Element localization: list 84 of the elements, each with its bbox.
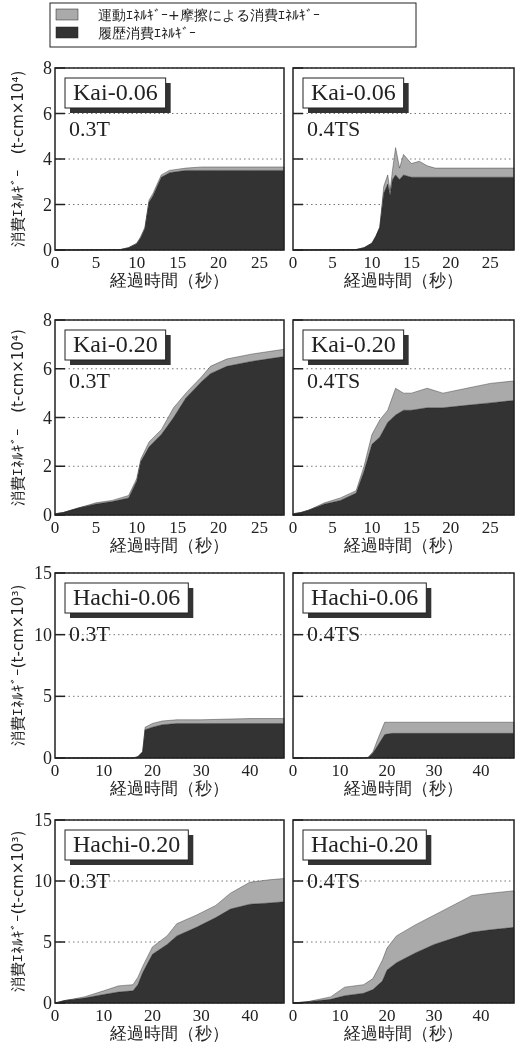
x-tick-label: 40 — [241, 761, 259, 780]
y-tick-label: 2 — [43, 194, 52, 215]
x-tick-label: 40 — [472, 1006, 490, 1025]
x-tick-label: 10 — [95, 761, 113, 780]
chart-title: Hachi-0.06 — [73, 584, 181, 610]
text: 0.4TS — [307, 621, 361, 646]
y-tick-label: 8 — [43, 58, 52, 78]
x-axis-title: 経過時間（秒） — [109, 535, 229, 555]
y-tick-label: 5 — [43, 932, 52, 952]
x-axis-title: 経過時間（秒） — [109, 270, 229, 290]
chart-title: Kai-0.20 — [73, 331, 158, 357]
chart-title: Hachi-0.20 — [311, 831, 419, 857]
x-tick-label: 0 — [288, 518, 298, 537]
y-tick-label: 2 — [43, 456, 52, 477]
x-tick-label: 30 — [425, 1006, 443, 1025]
y-tick-label: 10 — [34, 871, 52, 891]
x-axis-title: 経過時間（秒） — [343, 1023, 463, 1043]
x-tick-label: 5 — [91, 253, 101, 272]
x-tick-label: 5 — [328, 253, 337, 272]
x-axis-title: 経過時間（秒） — [343, 535, 463, 555]
y-tick-label: 4 — [43, 149, 52, 169]
chart-title: Kai-0.20 — [311, 331, 396, 357]
x-tick-label: 30 — [425, 761, 443, 780]
chart-title: Kai-0.06 — [73, 79, 158, 105]
x-tick-label: 20 — [442, 253, 460, 272]
x-tick-label: 30 — [192, 1006, 210, 1025]
x-tick-label: 10 — [331, 1006, 349, 1025]
x-tick-label: 20 — [143, 761, 161, 780]
x-tick-label: 20 — [210, 518, 228, 537]
x-axis-title: 経過時間（秒） — [343, 270, 463, 290]
x-tick-label: 20 — [442, 518, 460, 537]
x-tick-label: 25 — [250, 518, 268, 537]
x-tick-label: 10 — [363, 253, 381, 272]
y-tick-label: 10 — [34, 624, 52, 645]
text: 0.4TS — [307, 868, 361, 893]
x-tick-label: 5 — [328, 518, 337, 537]
y-tick-label: 5 — [43, 686, 52, 707]
x-tick-label: 10 — [128, 253, 146, 272]
y-tick-label: 6 — [43, 103, 52, 124]
x-tick-label: 20 — [378, 761, 396, 780]
legend-label: 履歴消費ｴﾈﾙｷﾞｰ — [98, 25, 196, 41]
y-axis-title: 消費ｴﾈﾙｷﾞｰ(t-cm×10³) — [9, 830, 27, 993]
chart-title: Hachi-0.20 — [73, 831, 181, 857]
x-tick-label: 20 — [210, 253, 228, 272]
legend-label: 運動ｴﾈﾙｷﾞｰ+摩擦による消費ｴﾈﾙｷﾞｰ — [98, 7, 320, 23]
y-axis-title: 消費ｴﾈﾙｷﾞｰ (t-cm×10⁴) — [9, 329, 27, 506]
x-tick-label: 40 — [472, 761, 490, 780]
y-tick-label: 6 — [43, 358, 52, 379]
x-axis-title: 経過時間（秒） — [109, 778, 229, 798]
y-axis-title: 消費ｴﾈﾙｷﾞｰ(t-cm×10³) — [9, 584, 27, 747]
text: 0.3T — [69, 116, 111, 141]
x-tick-label: 30 — [192, 761, 210, 780]
x-tick-label: 10 — [128, 518, 146, 537]
text: 0.3T — [69, 368, 111, 393]
x-tick-label: 25 — [481, 518, 499, 537]
y-tick-label: 15 — [34, 810, 52, 830]
y-tick-label: 15 — [34, 563, 52, 583]
x-tick-label: 10 — [331, 761, 349, 780]
text: 0.4TS — [307, 116, 361, 141]
y-axis-title: 消費ｴﾈﾙｷﾞｰ (t-cm×10⁴) — [9, 70, 27, 248]
x-tick-label: 25 — [250, 253, 268, 272]
text: 0.4TS — [307, 368, 361, 393]
x-axis-title: 経過時間（秒） — [109, 1023, 229, 1043]
x-axis-title: 経過時間（秒） — [343, 778, 463, 798]
x-tick-label: 0 — [288, 253, 298, 272]
text: 0.3T — [69, 868, 111, 893]
x-tick-label: 25 — [481, 253, 499, 272]
y-tick-label: 8 — [43, 310, 52, 330]
x-tick-label: 0 — [288, 1006, 298, 1025]
x-tick-label: 40 — [241, 1006, 259, 1025]
x-tick-label: 5 — [91, 518, 101, 537]
y-tick-label: 4 — [43, 407, 52, 428]
x-tick-label: 0 — [288, 761, 298, 780]
x-tick-label: 20 — [143, 1006, 161, 1025]
chart-title: Kai-0.06 — [311, 79, 396, 105]
x-tick-label: 15 — [402, 518, 420, 537]
x-tick-label: 10 — [95, 1006, 113, 1025]
x-tick-label: 20 — [378, 1006, 396, 1025]
x-tick-label: 15 — [169, 253, 187, 272]
x-tick-label: 10 — [363, 518, 381, 537]
x-tick-label: 15 — [169, 518, 187, 537]
text: 0.3T — [69, 621, 111, 646]
x-tick-label: 15 — [402, 253, 420, 272]
chart-title: Hachi-0.06 — [311, 584, 419, 610]
